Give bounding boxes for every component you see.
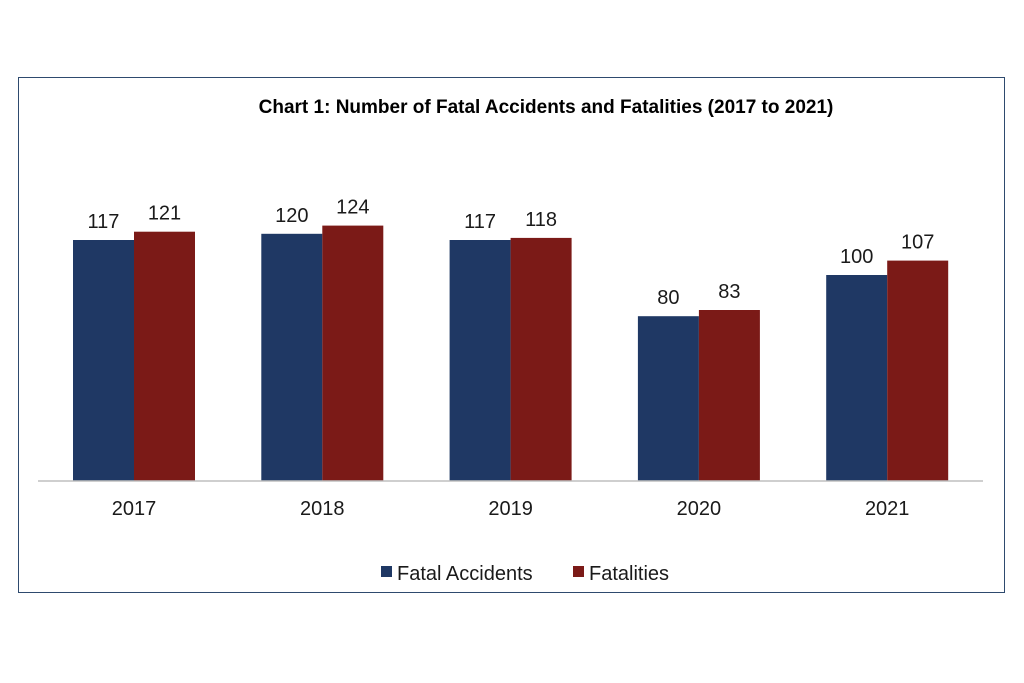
data-label-2020-fatalities: 83 <box>718 281 740 303</box>
data-label-2019-fatalities: 118 <box>525 209 557 231</box>
bar-2021-fatal-accidents <box>826 275 888 481</box>
x-tick-label-2021: 2021 <box>865 498 910 520</box>
legend-swatch-fatalities <box>573 566 584 577</box>
bars-layer: 117 121 120 124 117 118 80 83 100 107 <box>73 197 949 481</box>
data-label-2021-fatalities: 107 <box>901 232 934 254</box>
bar-2017-fatal-accidents <box>73 240 134 481</box>
data-label-2019-fatal-accidents: 117 <box>464 211 496 233</box>
legend: Fatal Accidents Fatalities <box>381 563 669 585</box>
data-label-2020-fatal-accidents: 80 <box>657 287 679 309</box>
bar-2017-fatalities <box>134 231 195 481</box>
bar-2021-fatalities <box>887 260 949 481</box>
data-label-2017-fatal-accidents: 117 <box>88 211 120 233</box>
bar-2019-fatalities <box>510 237 572 481</box>
legend-label-fatalities: Fatalities <box>589 563 669 585</box>
chart-title: Chart 1: Number of Fatal Accidents and F… <box>259 97 834 118</box>
bar-2018-fatal-accidents <box>261 233 323 481</box>
legend-swatch-fatal-accidents <box>381 566 392 577</box>
x-tick-label-2020: 2020 <box>677 498 722 520</box>
x-tick-label-2017: 2017 <box>112 498 157 520</box>
legend-label-fatal-accidents: Fatal Accidents <box>397 563 533 585</box>
data-label-2018-fatal-accidents: 120 <box>275 205 308 227</box>
data-label-2018-fatalities: 124 <box>336 197 369 219</box>
bar-2018-fatalities <box>322 225 384 481</box>
data-label-2021-fatal-accidents: 100 <box>840 246 873 268</box>
bar-2019-fatal-accidents <box>449 240 511 481</box>
bar-2020-fatal-accidents <box>637 316 699 481</box>
bar-2020-fatalities <box>698 310 760 481</box>
x-tick-label-2018: 2018 <box>300 498 345 520</box>
data-label-2017-fatalities: 121 <box>148 203 181 225</box>
x-tick-label-2019: 2019 <box>488 498 533 520</box>
ticks-layer: 2017 2018 2019 2020 2021 <box>112 498 910 520</box>
